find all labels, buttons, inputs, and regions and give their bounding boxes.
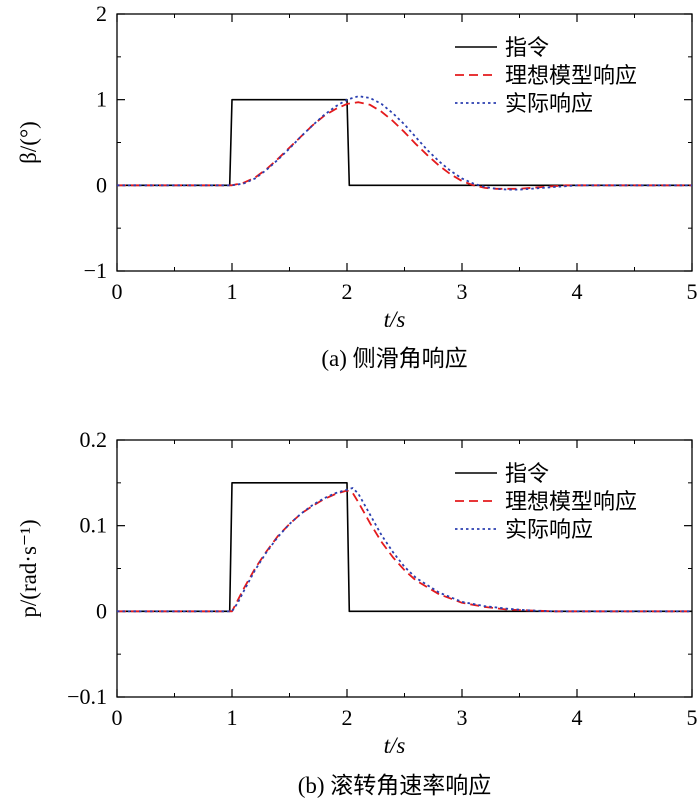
- y-tick-label: 0: [96, 598, 107, 623]
- y-tick-label: −1: [84, 258, 107, 283]
- x-tick-label: 2: [342, 279, 353, 304]
- chart-caption: (b) 滚转角速率响应: [298, 773, 492, 798]
- series-line-2: [117, 489, 692, 613]
- y-tick-label: −0.1: [67, 684, 107, 709]
- x-tick-label: 5: [687, 279, 698, 304]
- series-group: [117, 482, 692, 613]
- x-tick-label: 4: [572, 279, 583, 304]
- series-line-2: [117, 101, 692, 190]
- x-tick-label: 0: [112, 279, 123, 304]
- legend-label-2: 理想模型响应: [505, 63, 637, 88]
- x-tick-label: 4: [572, 705, 583, 730]
- legend-label-1: 指令: [505, 35, 549, 60]
- y-axis-label: p/(rad·s⁻¹): [16, 519, 41, 617]
- y-axis-label: β/(°): [16, 121, 41, 164]
- series-line-3: [117, 487, 692, 613]
- legend-label-1: 指令: [505, 461, 549, 486]
- y-tick-label: 1: [96, 87, 107, 112]
- y-tick-label: 0: [96, 172, 107, 197]
- x-tick-label: 1: [227, 705, 238, 730]
- x-tick-label: 1: [227, 279, 238, 304]
- series-line-1: [117, 98, 692, 187]
- x-tick-label: 2: [342, 705, 353, 730]
- chart-panel-2: 0 1 2 3 4 5−0.100.10.2指令理想模型响应实际响应t/sp/(rad·s…: [16, 427, 698, 798]
- x-axis-label: t/s: [384, 307, 406, 332]
- x-tick-label: 0: [112, 705, 123, 730]
- chart-caption: (a) 侧滑角响应: [321, 346, 467, 371]
- plot-frame: [116, 13, 693, 272]
- series-line-3: [117, 95, 692, 191]
- x-tick-label: 3: [457, 279, 468, 304]
- legend-label-2: 理想模型响应: [505, 489, 637, 514]
- x-axis-label: t/s: [384, 733, 406, 758]
- plot-frame: [116, 439, 693, 698]
- series-group: [117, 95, 692, 191]
- x-tick-label: 3: [457, 705, 468, 730]
- y-tick-label: 0.2: [80, 427, 108, 452]
- y-tick-label: 0.1: [80, 513, 108, 538]
- x-tick-label: 5: [687, 705, 698, 730]
- legend-label-3: 实际响应: [505, 517, 593, 542]
- legend-label-3: 实际响应: [505, 91, 593, 116]
- y-tick-label: 2: [96, 1, 107, 26]
